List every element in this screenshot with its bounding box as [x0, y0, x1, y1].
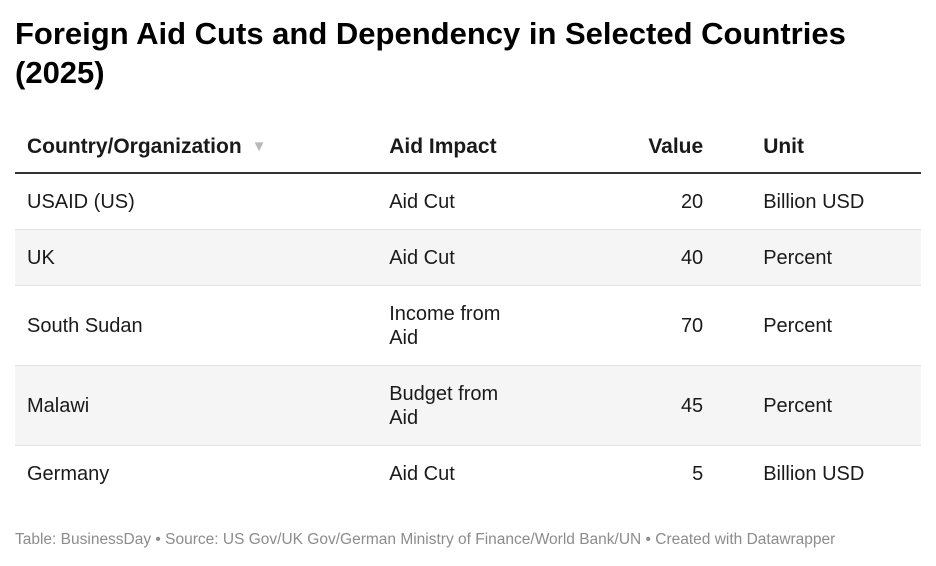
table-row: UK Aid Cut 40 Percent	[15, 229, 921, 286]
cell-value: 45	[542, 365, 716, 446]
column-header-impact[interactable]: Aid Impact	[377, 122, 543, 174]
table-row: USAID (US) Aid Cut 20 Billion USD	[15, 173, 921, 230]
cell-impact: Budget from Aid	[377, 365, 543, 446]
column-header-impact-label: Aid Impact	[389, 135, 497, 158]
cell-impact-text: Aid Cut	[389, 462, 455, 485]
cell-unit: Percent	[715, 229, 921, 286]
column-header-unit-label: Unit	[763, 135, 805, 158]
cell-unit: Billion USD	[715, 173, 921, 230]
cell-country: USAID (US)	[15, 173, 378, 230]
cell-country: Malawi	[15, 365, 378, 446]
table-row: Malawi Budget from Aid 45 Percent	[15, 365, 921, 446]
header-row: Country/Organization ▼ Aid Impact Value U…	[15, 122, 921, 174]
cell-unit: Percent	[715, 285, 921, 366]
column-header-value[interactable]: Value	[542, 122, 716, 174]
cell-impact-text: Aid Cut	[389, 190, 455, 213]
column-header-country[interactable]: Country/Organization ▼	[15, 122, 378, 174]
cell-value: 40	[542, 229, 716, 286]
cell-impact: Aid Cut	[377, 446, 542, 502]
cell-unit: Billion USD	[763, 462, 865, 485]
column-header-value-label: Value	[648, 135, 704, 158]
table-row: South Sudan Income from Aid 70 Percent	[15, 285, 921, 366]
cell-country: Germany	[27, 462, 110, 485]
cell-impact: Income from Aid	[377, 285, 543, 366]
cell-unit: Percent	[715, 365, 921, 446]
table-row: Germany Aid Cut 5 Billion USD	[15, 446, 921, 502]
cell-impact: Aid Cut	[377, 229, 543, 286]
cell-value: 5	[692, 462, 704, 485]
cell-impact-text: Budget from Aid	[389, 382, 499, 429]
cell-value: 70	[542, 285, 716, 366]
data-table: Country/Organization ▼ Aid Impact Value U…	[15, 122, 921, 501]
cell-value: 20	[542, 173, 716, 230]
cell-impact-text: Aid Cut	[389, 246, 455, 269]
source-footer: Table: BusinessDay • Source: US Gov/UK G…	[15, 531, 836, 548]
cell-country: UK	[15, 229, 378, 286]
cell-impact-text: Income from Aid	[389, 302, 501, 349]
cell-country: South Sudan	[15, 285, 378, 366]
table-title: Foreign Aid Cuts and Dependency in Selec…	[15, 16, 846, 90]
cell-impact: Aid Cut	[377, 173, 543, 230]
sort-descending-icon[interactable]: ▼	[251, 137, 267, 155]
column-header-country-label: Country/Organization	[27, 135, 242, 158]
column-header-unit[interactable]: Unit	[715, 122, 921, 174]
